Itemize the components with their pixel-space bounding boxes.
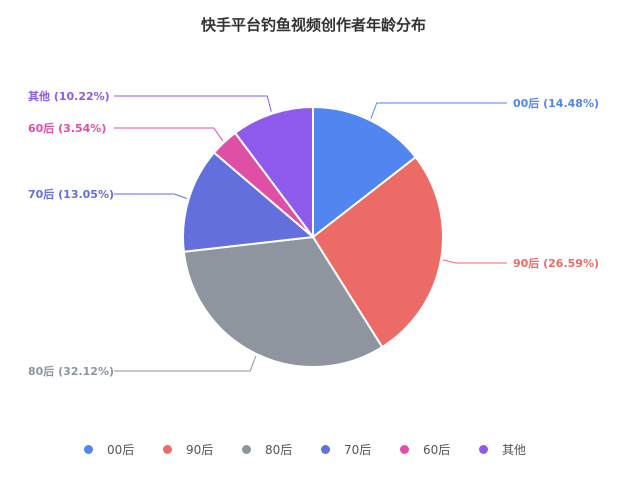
legend-dot-icon [479, 445, 488, 454]
data-label-2: 90后 (26.59%) [513, 256, 599, 270]
leader-line-2 [442, 259, 507, 264]
legend-label: 其他 [502, 443, 527, 457]
data-label-3: 80后 (32.12%) [28, 364, 114, 378]
data-label-6: 其他 (10.22%) [28, 89, 110, 103]
legend-item-5[interactable]: 60后 [400, 441, 450, 458]
legend-dot-icon [400, 445, 409, 454]
pie-slice-1 [312, 105, 418, 240]
legend-item-6[interactable]: 其他 [479, 441, 526, 458]
data-label-5: 60后 (3.54%) [28, 121, 106, 135]
legend-label: 70后 [344, 443, 372, 457]
chart-title: 快手平台钓鱼视频创作者年龄分布 [200, 16, 426, 34]
legend-label: 80后 [265, 443, 293, 457]
pie-slice-6 [233, 105, 314, 241]
leader-line-5 [114, 127, 224, 141]
legend-label: 00后 [107, 443, 135, 457]
legend-dot-icon [163, 445, 172, 454]
legend-dot-icon [321, 445, 330, 454]
data-label-1: 00后 (14.48%) [513, 96, 599, 110]
leader-line-3 [114, 355, 257, 372]
data-label-4: 70后 (13.05%) [28, 187, 114, 201]
legend-dot-icon [242, 445, 251, 454]
leader-line-4 [114, 193, 187, 199]
legend-item-4[interactable]: 70后 [321, 441, 371, 458]
legend: 00后 90后 80后 70后 60后 其他 [0, 441, 627, 461]
legend-label: 90后 [186, 443, 214, 457]
leader-line-6 [114, 95, 272, 112]
legend-dot-icon [84, 445, 93, 454]
legend-item-3[interactable]: 80后 [242, 441, 292, 458]
pie-slice-2 [311, 155, 444, 349]
pie-slice-4 [182, 151, 316, 253]
legend-item-2[interactable]: 90后 [163, 441, 213, 458]
pie-slice-3 [182, 235, 384, 368]
leader-line-1 [370, 102, 507, 119]
legend-item-1[interactable]: 00后 [84, 441, 134, 458]
legend-label: 60后 [423, 443, 451, 457]
